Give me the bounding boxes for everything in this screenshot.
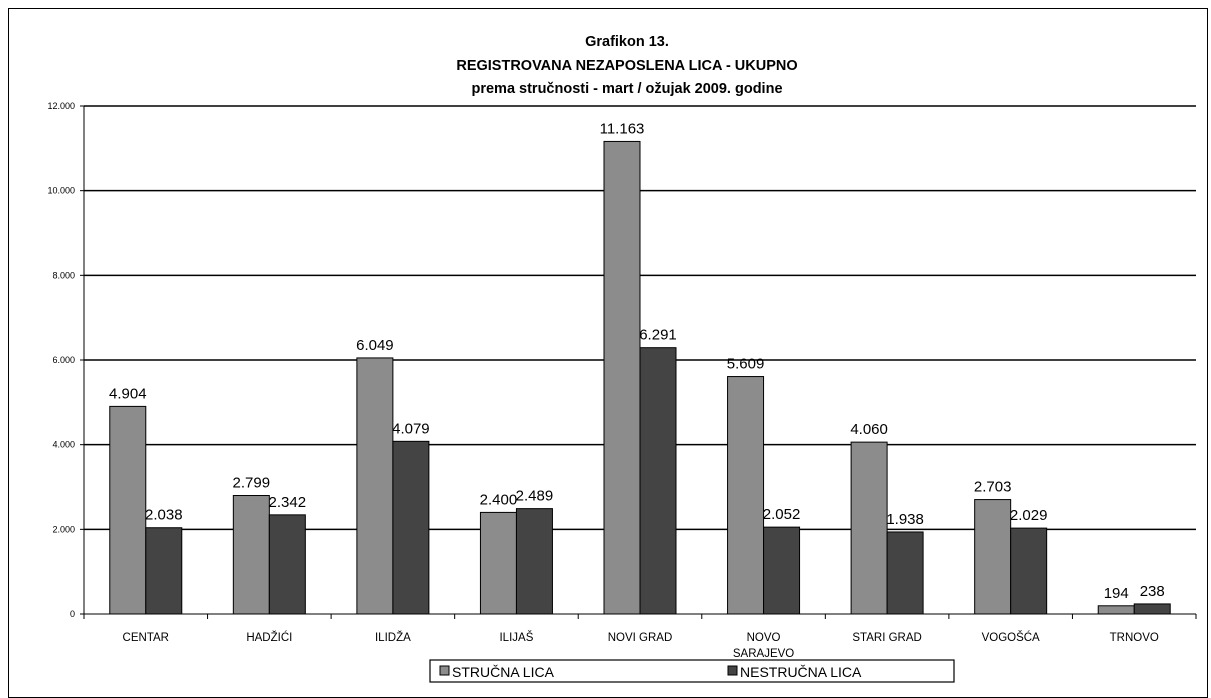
data-label: 2.029 (1010, 507, 1048, 524)
y-tick-label: 6.000 (52, 355, 75, 365)
data-label: 5.609 (727, 356, 765, 373)
bar-nestrucna (639, 347, 677, 615)
x-tick-label: SARAJEVO (733, 648, 794, 660)
y-tick-label: 4.000 (52, 440, 75, 450)
x-tick-label: CENTAR (123, 632, 169, 644)
bar-strucna (109, 405, 147, 615)
data-labels: 4.904 2.799 6.049 2.400 11.163 5.609 4.060 2.70… (109, 120, 1165, 601)
y-tick-label: 8.000 (52, 270, 75, 280)
x-tick-label: TRNOVO (1110, 632, 1159, 644)
chart-subtitle-period: prema stručnosti - mart / ožujak 2009. g… (471, 81, 782, 97)
x-tick-label: ILIJAŠ (499, 631, 533, 644)
bar-nestrucna (886, 531, 924, 615)
y-axis-ticks: 0 2.000 4.000 6.000 8.000 10.000 12.000 (47, 101, 84, 619)
y-tick-label: 2.000 (52, 524, 75, 534)
x-tick-label: STARI GRAD (852, 632, 921, 644)
y-tick-label: 0 (70, 609, 75, 619)
x-tick-label: VOGOŠĆA (982, 631, 1040, 644)
legend-label: STRUČNA LICA (452, 664, 555, 680)
bar-strucna (974, 499, 1012, 615)
data-label: 4.060 (850, 421, 888, 438)
bar-nestrucna (268, 514, 306, 615)
data-label: 2.342 (269, 494, 307, 511)
data-label: 194 (1104, 585, 1129, 602)
data-label: 2.703 (974, 479, 1012, 496)
legend-swatch (439, 665, 450, 676)
data-label: 6.291 (639, 327, 677, 344)
data-label: 11.163 (600, 120, 645, 137)
bar-strucna (356, 357, 394, 615)
axes (83, 106, 1197, 619)
bar-strucna (850, 441, 888, 615)
bar-nestrucna (1010, 527, 1048, 615)
x-tick-label: NOVI GRAD (608, 632, 673, 644)
bar-strucna (727, 376, 765, 615)
data-label: 4.904 (109, 385, 147, 402)
x-tick-label: NOVO (747, 632, 781, 644)
bar-nestrucna (145, 527, 183, 615)
bar-nestrucna (1133, 603, 1171, 615)
bar-nestrucna (515, 508, 553, 615)
data-label: 2.052 (763, 506, 801, 523)
data-label: 4.079 (392, 420, 430, 437)
y-tick-label: 12.000 (47, 101, 75, 111)
y-tick-label: 10.000 (47, 186, 75, 196)
data-label: 2.799 (233, 475, 271, 492)
legend: STRUČNA LICA NESTRUČNA LICA (429, 659, 955, 683)
data-label: 2.038 (145, 507, 183, 524)
chart-title: Grafikon 13. (585, 34, 669, 50)
data-label: 2.489 (516, 488, 554, 505)
x-tick-label: HADŽIĆI (246, 631, 292, 644)
data-label: 238 (1140, 583, 1165, 600)
chart-subtitle: REGISTROVANA NEZAPOSLENA LICA - UKUPNO (456, 58, 797, 74)
x-axis-labels: CENTAR HADŽIĆI ILIDŽA ILIJAŠ NOVI GRAD NOVO SA… (123, 631, 1159, 660)
bar-strucna (232, 495, 270, 615)
legend-box (429, 659, 955, 683)
x-tick-label: ILIDŽA (375, 631, 411, 644)
data-label: 1.938 (886, 511, 924, 528)
bar-strucna (479, 511, 517, 615)
bar-strucna (603, 140, 641, 615)
data-label: 2.400 (480, 491, 518, 508)
bar-strucna (1097, 605, 1135, 615)
bar-chart: Grafikon 13. REGISTROVANA NEZAPOSLENA LI… (47, 34, 1197, 683)
data-label: 6.049 (356, 337, 394, 354)
bar-nestrucna (392, 440, 430, 615)
bar-nestrucna (763, 526, 801, 615)
legend-swatch (727, 665, 738, 676)
legend-label: NESTRUČNA LICA (740, 664, 862, 680)
bars (109, 140, 1171, 615)
